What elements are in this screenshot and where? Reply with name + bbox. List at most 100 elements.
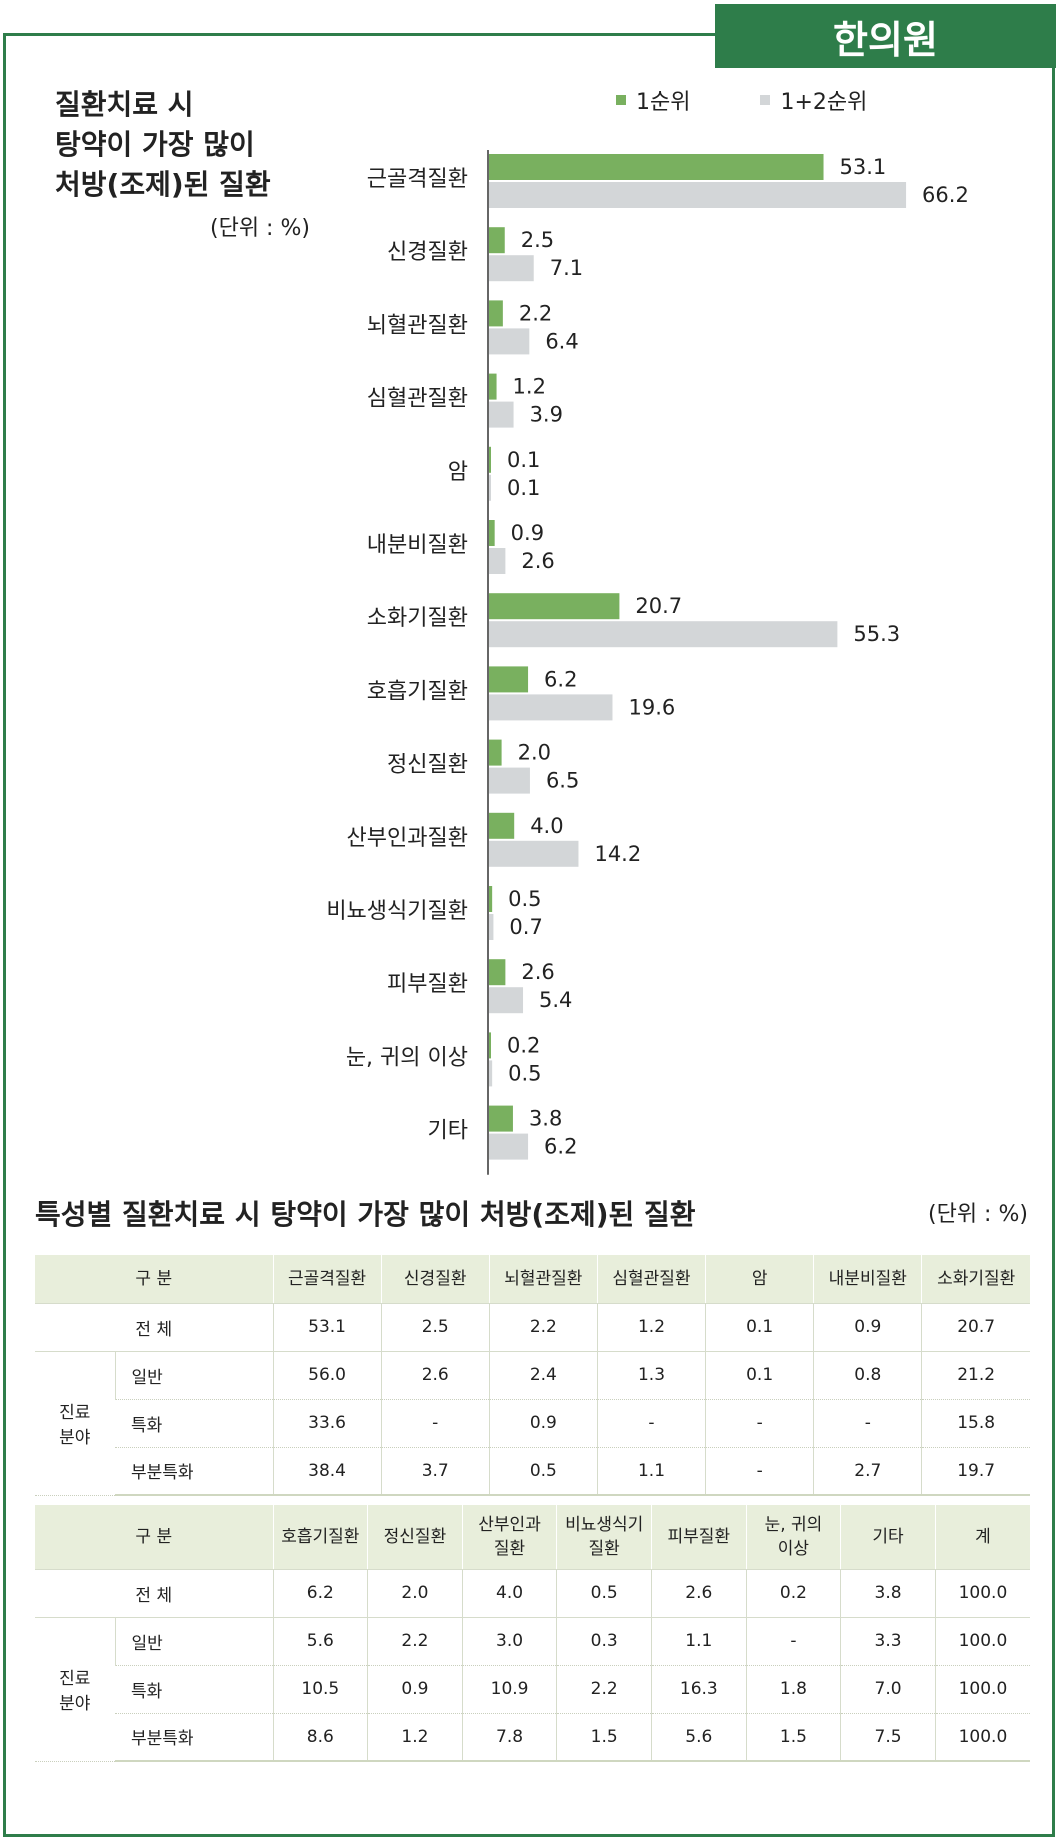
- table-cell: 0.9: [813, 1303, 922, 1352]
- column-header-line: 기타: [872, 1526, 904, 1547]
- column-header-line: 정신질환: [383, 1526, 447, 1547]
- table-cell: 100.0: [934, 1665, 1030, 1714]
- table-cell: 16.3: [651, 1665, 747, 1714]
- table-cell: 1.1: [596, 1447, 706, 1496]
- table-cell: 0.3: [556, 1617, 652, 1666]
- column-header: 내분비질환: [813, 1255, 922, 1304]
- chart-unit: (단위 : %): [210, 216, 310, 241]
- table-cell: 2.6: [651, 1569, 747, 1618]
- category-label: 피부질환: [387, 972, 468, 997]
- table-cell: 2.7: [813, 1447, 922, 1496]
- table-cell: 3.3: [840, 1617, 936, 1666]
- row-group-label-line: 진료: [59, 1403, 91, 1423]
- column-header: 산부인과 질환: [461, 1505, 557, 1570]
- bar-rank12: [489, 401, 514, 428]
- table-cell: 3.0: [461, 1617, 557, 1666]
- column-header: 비뇨생식기 질환: [556, 1505, 652, 1570]
- value-label: 0.1: [507, 448, 540, 472]
- row-group-label-line: 분야: [59, 1428, 91, 1448]
- table-cell: 15.8: [921, 1399, 1030, 1448]
- bar-rank1: [489, 1105, 513, 1132]
- value-label: 6.2: [544, 667, 577, 691]
- table-cell: 0.5: [556, 1569, 652, 1618]
- category-badge: 한의원: [715, 4, 1056, 68]
- table-cell: 0.2: [745, 1569, 841, 1618]
- category-label: 기타: [428, 1119, 468, 1144]
- value-label: 2.6: [521, 549, 554, 573]
- value-label: 0.7: [509, 915, 542, 939]
- column-header: 호흡기질환: [272, 1505, 368, 1570]
- bar-rank12: [489, 694, 613, 721]
- bar-rank1: [489, 593, 620, 620]
- category-label: 산부인과질환: [347, 826, 468, 851]
- table-cell: 0.5: [488, 1447, 598, 1496]
- value-label: 0.5: [508, 1061, 541, 1085]
- bar-rank12: [489, 914, 494, 940]
- bar-rank1: [489, 300, 503, 327]
- value-label: 53.1: [840, 155, 887, 179]
- column-header: 암: [705, 1255, 814, 1304]
- row-label: 일반: [114, 1617, 273, 1666]
- table-cell: 6.2: [272, 1569, 368, 1618]
- column-header-line: 눈, 귀의: [764, 1514, 823, 1535]
- header-cell-category: 구 분: [35, 1255, 273, 1304]
- chart-title-line: 탕약이 가장 많이: [55, 128, 255, 161]
- value-label: 0.9: [511, 521, 544, 545]
- table-part2: 구 분 호흡기질환 정신질환 산부인과 질환 비뇨생식기 질환 피부질환 눈, 귀의 이상 기타 계 전…: [35, 1505, 1030, 1762]
- value-label: 19.6: [628, 695, 675, 719]
- table-cell: 10.5: [272, 1665, 368, 1714]
- legend-label-rank12: 1+2순위: [780, 90, 868, 115]
- value-label: 0.2: [507, 1033, 540, 1057]
- bar-rank12: [489, 548, 506, 574]
- bar-rank1: [489, 446, 491, 473]
- table-cell: 0.1: [705, 1303, 814, 1352]
- category-label: 심혈관질환: [367, 387, 468, 412]
- legend-item-rank12: 1+2순위: [760, 84, 867, 116]
- table-cell: 2.6: [380, 1351, 490, 1400]
- row-label: 특화: [115, 1665, 273, 1714]
- table-cell: 2.5: [380, 1303, 490, 1352]
- column-header: 피부질환: [651, 1505, 747, 1570]
- column-header: 신경질환: [380, 1255, 490, 1304]
- bar-rank12: [489, 621, 838, 648]
- bar-chart: 근골격질환 53.1 66.2 신경질환 2.5 7.1 뇌혈관질환 2.2 6.4 심혈관질환 1…: [326, 150, 969, 1175]
- column-header-line: 호흡기질환: [281, 1526, 360, 1547]
- category-label: 호흡기질환: [367, 679, 468, 704]
- value-label: 3.9: [530, 403, 563, 427]
- value-label: 4.0: [530, 814, 563, 838]
- legend-swatch-rank1: [616, 95, 626, 105]
- value-label: 2.2: [519, 301, 552, 325]
- table-cell: -: [705, 1399, 814, 1448]
- page-frame: [3, 33, 1055, 1837]
- bar-rank1: [489, 520, 495, 546]
- table-cell: 19.7: [921, 1447, 1030, 1496]
- category-label: 소화기질환: [367, 606, 468, 631]
- category-label: 암: [448, 460, 468, 485]
- column-header-line: 계: [975, 1526, 991, 1547]
- table-cell: 2.2: [556, 1665, 652, 1714]
- table-cell: 53.1: [272, 1303, 382, 1352]
- table-cell: -: [705, 1447, 814, 1496]
- table-cell: 0.1: [705, 1351, 814, 1400]
- legend-item-rank1: 1순위: [616, 84, 690, 116]
- table-title: 특성별 질환치료 시 탕약이 가장 많이 처방(조제)된 질환: [35, 1198, 696, 1231]
- table-part1: 구 분 근골격질환 신경질환 뇌혈관질환 심혈관질환 암 내분비질환 소화기질환 전 체 53.1…: [35, 1255, 1030, 1496]
- bar-rank12: [489, 840, 579, 867]
- category-label: 눈, 귀의 이상: [346, 1045, 468, 1070]
- bar-rank12: [489, 987, 524, 1014]
- table-cell: 1.5: [745, 1713, 841, 1762]
- bar-rank12: [489, 182, 907, 208]
- table-unit: (단위 : %): [928, 1202, 1028, 1227]
- table-cell: 4.0: [461, 1569, 557, 1618]
- table-cell: 0.9: [367, 1665, 463, 1714]
- table-cell: 7.0: [840, 1665, 936, 1714]
- value-label: 2.6: [521, 960, 554, 984]
- value-label: 2.0: [518, 741, 551, 765]
- bar-rank1: [489, 739, 502, 766]
- row-group-label-line: 분야: [59, 1694, 91, 1714]
- bar-rank12: [489, 474, 491, 501]
- value-label: 20.7: [635, 594, 682, 618]
- column-header-line: 질환: [588, 1538, 620, 1559]
- table-cell: 7.5: [840, 1713, 936, 1762]
